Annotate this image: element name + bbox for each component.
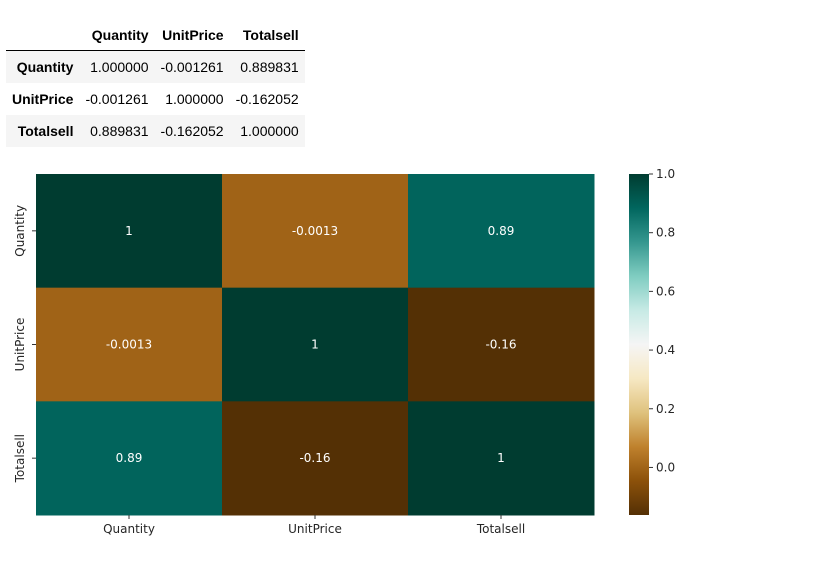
cell-annotation: -0.16 bbox=[485, 338, 516, 352]
column-header: Quantity bbox=[79, 20, 155, 51]
table-cell: 0.889831 bbox=[240, 59, 299, 75]
table-cell: 1.000000 bbox=[240, 123, 299, 139]
cell-annotation: 1 bbox=[311, 338, 319, 352]
heatmap-cell bbox=[222, 401, 409, 516]
column-header: Totalsell bbox=[229, 20, 305, 51]
row-header: UnitPrice bbox=[12, 91, 74, 107]
table-cell: 1.000000 bbox=[165, 91, 224, 107]
colorbar-tick-label: 0.8 bbox=[656, 226, 675, 240]
colorbar-gradient bbox=[629, 174, 649, 515]
heatmap-annotations: 1 -0.0013 0.89 -0.0013 1 -0.16 0.89 -0.16 1 bbox=[106, 224, 517, 465]
cell-annotation: 1 bbox=[125, 224, 133, 238]
colorbar: 0.0 0.2 0.4 0.6 0.8 1.0 bbox=[629, 167, 675, 515]
y-tick-label: Quantity bbox=[13, 205, 27, 257]
table-cell: -0.001261 bbox=[85, 91, 149, 107]
cell-annotation: -0.0013 bbox=[292, 224, 338, 238]
y-axis: Quantity UnitPrice Totalsell bbox=[13, 205, 36, 483]
table-row: Totalsell 0.889831 -0.162052 1.000000 bbox=[6, 115, 305, 147]
y-tick-label: UnitPrice bbox=[13, 318, 27, 372]
colorbar-tick-label: 0.2 bbox=[656, 402, 675, 416]
cell-annotation: 0.89 bbox=[488, 224, 515, 238]
heatmap-cell bbox=[36, 401, 223, 516]
table-cell: -0.162052 bbox=[160, 123, 224, 139]
heatmap-cells bbox=[36, 174, 595, 516]
x-axis: Quantity UnitPrice Totalsell bbox=[103, 515, 525, 536]
table-cell: 1.000000 bbox=[90, 59, 149, 75]
table-row: Quantity 1.000000 -0.001261 0.889831 bbox=[6, 50, 305, 83]
colorbar-tick-label: 0.6 bbox=[656, 284, 675, 298]
x-tick-label: Quantity bbox=[103, 522, 155, 536]
table-cell: 0.889831 bbox=[90, 123, 149, 139]
y-tick-label: Totalsell bbox=[13, 434, 27, 483]
table-header-row: Quantity UnitPrice Totalsell bbox=[6, 20, 305, 51]
x-tick-label: UnitPrice bbox=[288, 522, 342, 536]
heatmap-cell bbox=[408, 287, 595, 402]
heatmap-cell bbox=[408, 174, 595, 289]
row-header: Totalsell bbox=[17, 123, 74, 139]
table-corner-cell bbox=[6, 20, 80, 51]
correlation-table: Quantity UnitPrice Totalsell Quantity 1.… bbox=[6, 20, 305, 147]
column-header: UnitPrice bbox=[154, 20, 230, 51]
heatmap-cell bbox=[36, 174, 223, 289]
table-cell: -0.001261 bbox=[160, 59, 224, 75]
cell-annotation: -0.0013 bbox=[106, 338, 152, 352]
colorbar-tick-label: 0.4 bbox=[656, 343, 675, 357]
cell-annotation: -0.16 bbox=[299, 451, 330, 465]
table-cell: -0.162052 bbox=[235, 91, 299, 107]
heatmap-cell bbox=[222, 174, 409, 289]
cell-annotation: 1 bbox=[497, 451, 505, 465]
colorbar-tick-label: 1.0 bbox=[656, 167, 675, 181]
table-row: UnitPrice -0.001261 1.000000 -0.162052 bbox=[6, 83, 305, 115]
row-header: Quantity bbox=[16, 59, 74, 75]
cell-annotation: 0.89 bbox=[116, 451, 143, 465]
x-tick-label: Totalsell bbox=[476, 522, 525, 536]
heatmap-cell bbox=[408, 401, 595, 516]
heatmap-cell bbox=[36, 287, 223, 402]
colorbar-tick-label: 0.0 bbox=[656, 460, 675, 474]
heatmap-cell bbox=[222, 287, 409, 402]
